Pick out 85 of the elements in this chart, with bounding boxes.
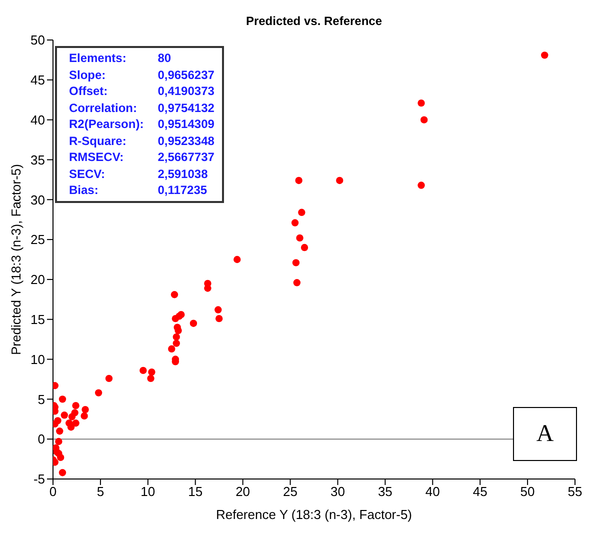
point — [72, 420, 80, 427]
x-tick-label: 0 — [49, 484, 57, 500]
annotation: 2,5667737 — [158, 149, 214, 166]
annotation: 2,591038 — [158, 166, 209, 182]
x-tick-label: 45 — [472, 484, 488, 500]
y-tick-label: 25 — [30, 232, 45, 248]
annotation: 0,9656237 — [158, 66, 214, 83]
point — [60, 412, 68, 419]
point — [168, 345, 176, 352]
point — [58, 396, 66, 403]
annotation: A — [513, 407, 577, 461]
x-tick-label: 20 — [236, 484, 250, 500]
annotation: 0,9523348 — [158, 132, 214, 149]
point — [82, 406, 89, 414]
point — [172, 333, 180, 341]
annotation: RMSECV: — [69, 149, 125, 166]
point — [172, 340, 180, 347]
point — [80, 412, 88, 420]
point — [418, 99, 425, 107]
x-tick-label: 25 — [283, 484, 298, 500]
y-tick-label: 30 — [30, 192, 45, 208]
x-tick-label: 35 — [378, 484, 392, 500]
point — [148, 368, 156, 376]
point — [72, 402, 80, 410]
y-tick-label: 40 — [30, 112, 45, 128]
point — [56, 454, 64, 462]
point — [147, 374, 154, 382]
y-tick-label: -5 — [33, 472, 45, 487]
point — [298, 208, 306, 216]
x-tick-label: 15 — [188, 484, 203, 500]
point — [234, 256, 241, 264]
x-tick-label: 55 — [568, 484, 582, 500]
point — [67, 424, 75, 431]
annotation: Bias: — [69, 182, 100, 198]
y-tick-label: 50 — [30, 32, 45, 48]
point — [174, 326, 182, 334]
point — [71, 409, 78, 416]
point — [300, 244, 308, 252]
point — [94, 389, 102, 396]
annotation: R-Square: — [69, 132, 128, 149]
x-tick-label: 30 — [330, 484, 345, 500]
y-axis-title: Predicted Y (18:3 (n-3), Factor-5) — [8, 164, 24, 355]
annotation: R2(Pearson): — [69, 116, 144, 132]
y-tick-label: 0 — [38, 432, 45, 447]
annotation: 0,4190373 — [158, 83, 214, 100]
point — [215, 314, 223, 322]
point — [204, 284, 212, 292]
point — [55, 438, 62, 446]
x-tick-label: 5 — [96, 484, 104, 500]
point — [295, 176, 302, 184]
chart-title: Predicted vs. Reference — [244, 14, 384, 28]
point — [291, 219, 299, 226]
annotation: 0,117235 — [158, 182, 208, 198]
annotation: 80 — [158, 50, 172, 66]
point — [170, 291, 178, 298]
y-tick-label: 10 — [30, 352, 45, 367]
y-tick-label: 35 — [30, 152, 45, 168]
x-tick-label: 50 — [520, 484, 535, 500]
x-tick-label: 40 — [425, 484, 440, 500]
point — [420, 116, 428, 124]
annotation: 0,9514309 — [158, 116, 214, 132]
point — [418, 182, 425, 189]
point — [296, 234, 304, 242]
point — [58, 469, 66, 476]
annotation: Elements: — [69, 50, 128, 66]
point — [214, 306, 222, 314]
x-axis-title: Reference Y (18:3 (n-3), Factor-5) — [216, 507, 412, 522]
annotation: 0,9754132 — [158, 100, 214, 116]
point — [140, 366, 147, 374]
point — [56, 428, 64, 435]
annotation: SECV: — [69, 166, 106, 182]
point — [541, 52, 548, 59]
y-tick-label: 45 — [30, 72, 45, 88]
point — [292, 259, 300, 266]
x-tick-label: 10 — [140, 484, 156, 500]
y-tick-label: 15 — [30, 312, 45, 327]
y-tick-label: 20 — [30, 272, 45, 288]
annotation: Slope: — [69, 66, 107, 83]
point — [190, 320, 198, 327]
annotation: Offset: — [69, 83, 109, 100]
point — [293, 279, 301, 286]
annotation: Correlation: — [69, 100, 138, 116]
point — [105, 374, 113, 382]
point — [336, 176, 344, 184]
y-tick-label: 5 — [38, 392, 45, 407]
